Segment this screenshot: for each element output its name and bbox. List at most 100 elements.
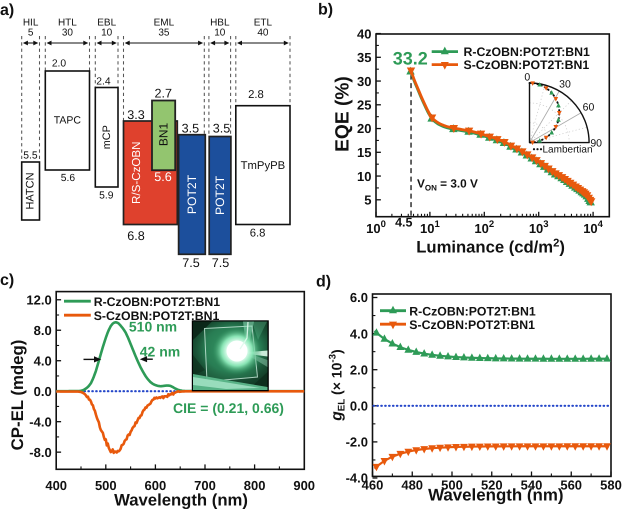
svg-text:500: 500	[95, 478, 117, 493]
svg-text:2.8: 2.8	[248, 89, 264, 101]
svg-text:5.5: 5.5	[23, 150, 38, 161]
svg-text:0.0: 0.0	[34, 384, 52, 399]
svg-text:400: 400	[45, 478, 67, 493]
svg-text:42 nm: 42 nm	[140, 344, 180, 360]
svg-text:40: 40	[257, 27, 269, 38]
svg-text:3.5: 3.5	[213, 122, 231, 136]
svg-text:POT2T: POT2T	[213, 175, 227, 215]
svg-text:460: 460	[362, 478, 384, 493]
svg-text:Wavelength (nm): Wavelength (nm)	[114, 491, 248, 510]
svg-text:-4.0: -4.0	[29, 414, 51, 429]
svg-text:R-CzOBN:POT2T:BN1: R-CzOBN:POT2T:BN1	[409, 304, 536, 318]
svg-text:10: 10	[101, 27, 113, 38]
svg-text:5: 5	[364, 193, 371, 208]
svg-text:101: 101	[420, 219, 440, 236]
svg-text:60: 60	[583, 102, 595, 114]
svg-text:BN1: BN1	[157, 123, 171, 147]
svg-text:4.5: 4.5	[395, 216, 412, 230]
svg-text:480: 480	[401, 478, 423, 493]
svg-text:5.6: 5.6	[61, 173, 76, 184]
svg-text:30: 30	[62, 27, 74, 38]
svg-text:gEL (× 10-3): gEL (× 10-3)	[327, 349, 347, 421]
svg-text:12.0: 12.0	[26, 293, 51, 308]
svg-text:15: 15	[357, 145, 371, 160]
svg-text:33.2: 33.2	[393, 49, 428, 69]
svg-text:c): c)	[0, 272, 14, 289]
svg-text:ETL: ETL	[254, 18, 273, 29]
svg-text:VON = 3.0 V: VON = 3.0 V	[417, 177, 478, 193]
svg-text:560: 560	[560, 478, 582, 493]
svg-text:R-CzOBN:POT2T:BN1: R-CzOBN:POT2T:BN1	[464, 45, 591, 59]
svg-text:102: 102	[474, 219, 494, 236]
svg-text:0.0: 0.0	[350, 399, 368, 414]
svg-text:Wavelength (nm): Wavelength (nm)	[428, 486, 563, 505]
svg-text:6.8: 6.8	[127, 229, 145, 243]
svg-text:600: 600	[145, 478, 167, 493]
svg-text:HBL: HBL	[210, 18, 230, 29]
svg-text:2.0: 2.0	[350, 362, 368, 377]
svg-text:100: 100	[366, 219, 386, 236]
svg-text:40: 40	[357, 26, 371, 41]
svg-text:HATCN: HATCN	[25, 172, 37, 209]
svg-text:S-CzOBN:POT2T:BN1: S-CzOBN:POT2T:BN1	[94, 309, 220, 323]
svg-text:800: 800	[244, 478, 266, 493]
svg-text:CP-EL (mdeg): CP-EL (mdeg)	[8, 340, 27, 451]
svg-text:-8.0: -8.0	[29, 445, 51, 460]
svg-text:510 nm: 510 nm	[129, 319, 177, 335]
svg-text:HTL: HTL	[58, 18, 77, 29]
svg-text:TAPC: TAPC	[54, 115, 82, 127]
svg-text:R-CzOBN:POT2T:BN1: R-CzOBN:POT2T:BN1	[94, 295, 221, 309]
svg-text:3.3: 3.3	[127, 108, 145, 122]
svg-text:10: 10	[357, 169, 371, 184]
svg-text:540: 540	[521, 478, 543, 493]
svg-text:S-CzOBN:POT2T:BN1: S-CzOBN:POT2T:BN1	[464, 58, 590, 72]
svg-text:580: 580	[600, 478, 622, 493]
svg-text:6.0: 6.0	[350, 290, 368, 305]
svg-text:8.0: 8.0	[34, 323, 52, 338]
svg-text:EBL: EBL	[97, 18, 116, 29]
svg-text:30: 30	[357, 74, 371, 89]
svg-text:35: 35	[158, 27, 170, 38]
svg-text:Lambertian: Lambertian	[543, 144, 593, 155]
svg-text:104: 104	[583, 219, 603, 236]
svg-text:mCP: mCP	[101, 125, 113, 149]
svg-text:3.5: 3.5	[182, 122, 200, 136]
svg-text:0: 0	[524, 72, 530, 84]
svg-text:2.4: 2.4	[96, 77, 111, 88]
svg-text:10: 10	[214, 27, 226, 38]
svg-text:30: 30	[559, 79, 571, 91]
svg-text:25: 25	[357, 98, 371, 113]
svg-text:-4.0: -4.0	[346, 471, 368, 486]
svg-text:20: 20	[357, 121, 371, 136]
svg-text:5: 5	[28, 27, 34, 38]
svg-text:EML: EML	[154, 18, 175, 29]
svg-text:EQE (%): EQE (%)	[333, 76, 354, 152]
svg-text:520: 520	[481, 478, 503, 493]
svg-text:CIE = (0.21, 0.66): CIE = (0.21, 0.66)	[173, 400, 284, 416]
svg-text:POT2T: POT2T	[185, 174, 199, 214]
svg-text:b): b)	[318, 2, 333, 19]
svg-text:R/S-CzOBN: R/S-CzOBN	[130, 141, 143, 203]
svg-text:2.0: 2.0	[52, 59, 67, 70]
svg-text:TmPyPB: TmPyPB	[241, 160, 286, 172]
svg-text:7.5: 7.5	[182, 256, 200, 270]
svg-text:90: 90	[590, 137, 602, 149]
svg-text:700: 700	[194, 478, 216, 493]
svg-text:-2.0: -2.0	[346, 435, 368, 450]
svg-text:4.0: 4.0	[350, 326, 368, 341]
svg-text:HIL: HIL	[23, 18, 39, 29]
svg-text:2.7: 2.7	[155, 87, 173, 101]
svg-text:a): a)	[0, 2, 14, 19]
svg-text:5.6: 5.6	[154, 170, 172, 184]
svg-text:500: 500	[441, 478, 463, 493]
svg-text:900: 900	[293, 478, 315, 493]
svg-text:4.0: 4.0	[34, 353, 52, 368]
svg-text:35: 35	[357, 50, 371, 65]
svg-text:7.5: 7.5	[212, 256, 230, 270]
svg-text:d): d)	[316, 274, 331, 291]
svg-text:5.9: 5.9	[99, 191, 114, 202]
svg-text:Luminance (cd/m2): Luminance (cd/m2)	[416, 238, 565, 257]
svg-text:S-CzOBN:POT2T:BN1: S-CzOBN:POT2T:BN1	[409, 318, 535, 332]
svg-text:6.8: 6.8	[250, 228, 266, 240]
svg-text:103: 103	[529, 219, 549, 236]
